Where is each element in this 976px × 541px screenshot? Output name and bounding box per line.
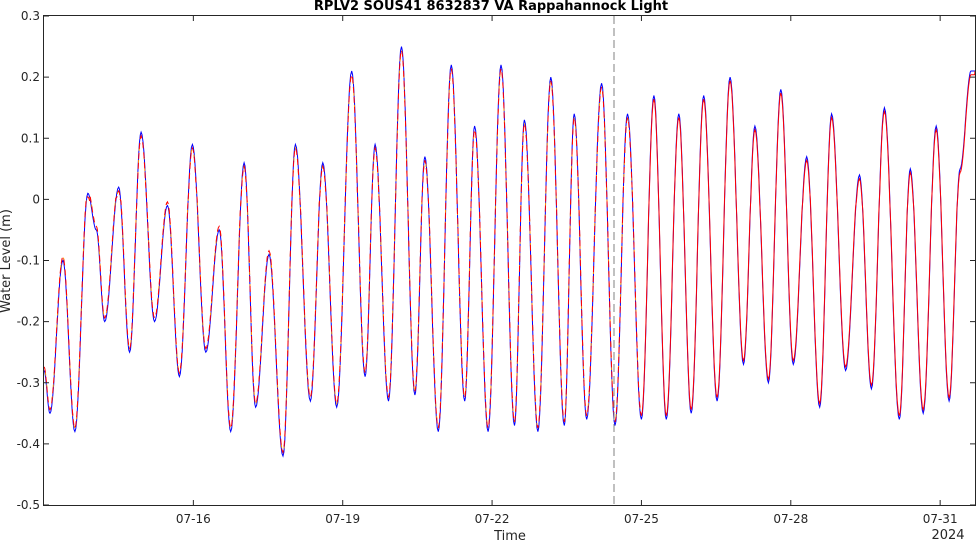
chart-title: RPLV2 SOUS41 8632837 VA Rappahannock Lig… — [314, 0, 668, 14]
y-tick-label: 0.3 — [21, 9, 40, 23]
y-tick-label: -0.4 — [17, 437, 40, 451]
x-tick-label: 07-31 — [923, 512, 958, 526]
y-axis: -0.5 -0.4 -0.3 -0.2 -0.1 0 0.1 0.2 0.3 — [17, 9, 975, 512]
series-layer — [44, 46, 975, 458]
x-tick-label: 07-25 — [624, 512, 659, 526]
series-red-dashed-line — [44, 50, 642, 455]
y-axis-label: Water Level (m) — [0, 209, 14, 313]
x-axis: 07-16 07-19 07-22 07-25 07-28 07-31 — [176, 16, 958, 526]
series-orange-line — [44, 50, 642, 455]
plot-background — [43, 15, 976, 506]
y-tick-label: 0.1 — [21, 131, 40, 145]
x-tick-label: 07-28 — [773, 512, 808, 526]
series-red-line — [641, 70, 975, 416]
x-tick-label: 07-19 — [325, 512, 360, 526]
year-label: 2024 — [931, 528, 964, 541]
y-tick-label: -0.1 — [17, 254, 40, 268]
y-tick-label: 0 — [32, 192, 40, 206]
y-tick-label: -0.3 — [17, 376, 40, 390]
x-tick-label: 07-22 — [475, 512, 510, 526]
y-tick-label: -0.2 — [17, 315, 40, 329]
y-tick-label: 0.2 — [21, 70, 40, 84]
x-tick-label: 07-16 — [176, 512, 211, 526]
x-axis-label: Time — [493, 529, 526, 541]
y-tick-label: -0.5 — [17, 498, 40, 512]
